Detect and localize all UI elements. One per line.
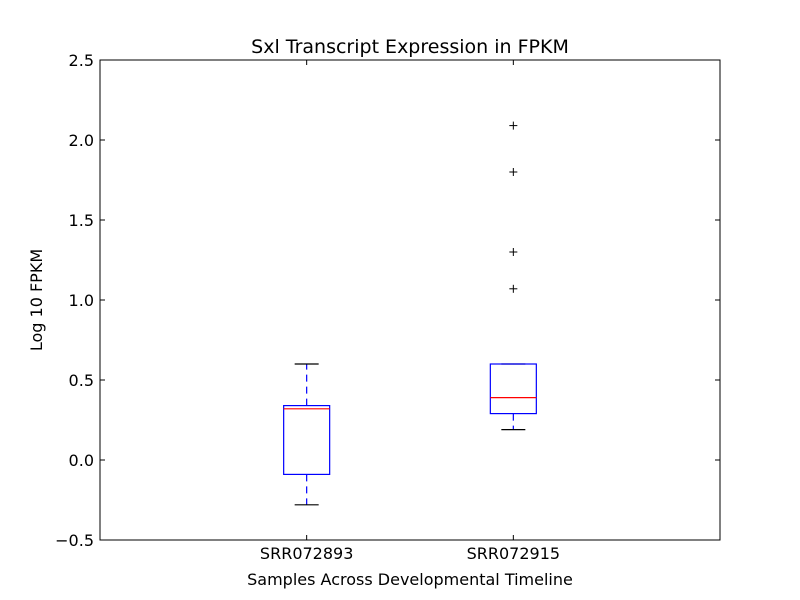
- box-iqr: [489, 363, 537, 415]
- outlier-point: [509, 168, 518, 176]
- y-tick-label: 2.0: [69, 131, 94, 150]
- outlier-point: [509, 121, 518, 130]
- outlier-point: [509, 248, 518, 256]
- y-tick-label: 0.5: [69, 371, 94, 390]
- x-tick-label: SRR072893: [260, 544, 353, 563]
- x-axis-label: Samples Across Developmental Timeline: [247, 570, 573, 589]
- plot-area: −0.5 0.0 0.5 1.0 1.5 2.0 2.5 SRR072893 SRR072915: [55, 51, 720, 563]
- x-tick-label: SRR072915: [467, 544, 560, 563]
- y-tick-label: 0.0: [69, 451, 94, 470]
- y-tick-label: 1.0: [69, 291, 94, 310]
- y-tick-label: 1.5: [69, 211, 94, 230]
- outlier-point: [509, 284, 518, 293]
- y-tick-label: 2.5: [69, 51, 94, 70]
- box-iqr: [283, 405, 331, 476]
- y-axis-label: Log 10 FPKM: [27, 249, 46, 351]
- chart-title: Sxl Transcript Expression in FPKM: [251, 36, 569, 58]
- y-tick-label: −0.5: [55, 531, 94, 550]
- plot-frame: [99, 59, 721, 541]
